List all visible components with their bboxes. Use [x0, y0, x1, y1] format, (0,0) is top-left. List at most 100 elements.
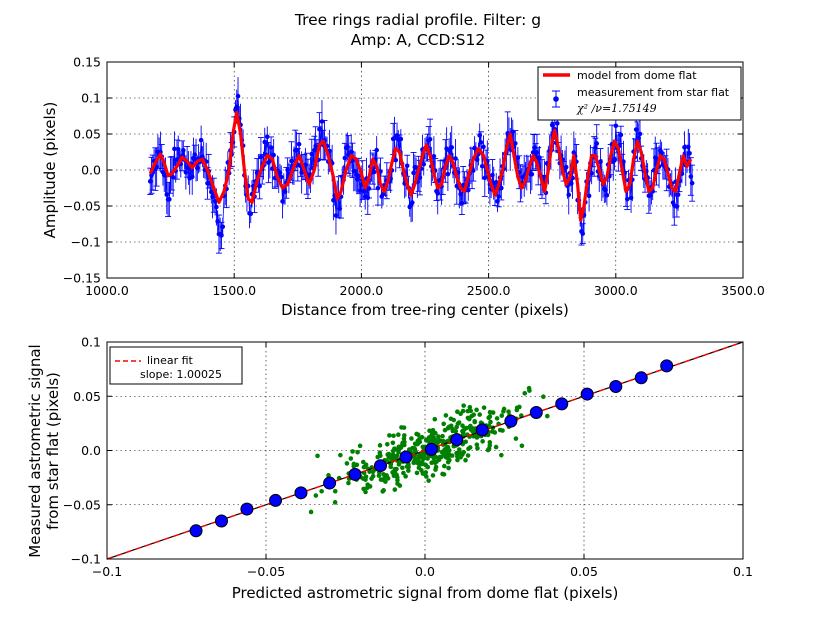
binned-series — [189, 359, 674, 538]
top-x-axis-label: Distance from tree-ring center (pixels) — [281, 301, 569, 319]
scatter-point — [481, 405, 487, 410]
legend-measurement-marker — [553, 96, 559, 102]
bottom-plot-ticks: −0.1 −0.05 0.0 0.05 0.1 −0.1 −0.05 0.0 0.05 0.1 — [63, 335, 753, 580]
scatter-point — [360, 476, 366, 481]
scatter-point — [545, 413, 550, 419]
scatter-point — [400, 442, 405, 447]
scatter-point — [460, 408, 466, 414]
binned-point — [450, 433, 464, 447]
binned-point — [294, 486, 308, 500]
scatter-point — [440, 471, 445, 477]
legend-chi2-label: χ² /ν=1.75149 — [576, 102, 657, 115]
bottom-legend-box — [109, 346, 243, 385]
scatter-point — [412, 441, 418, 447]
scatter-point — [430, 430, 435, 435]
scatter-point — [395, 481, 400, 486]
y-tick-label: 0.1 — [81, 335, 101, 350]
scatter-point — [386, 451, 392, 457]
scatter-point — [370, 473, 376, 479]
scatter-point — [360, 459, 366, 465]
scatter-point — [467, 424, 473, 430]
scatter-point — [480, 439, 485, 444]
scatter-point — [448, 416, 454, 422]
scatter-point — [409, 436, 414, 441]
scatter-point — [412, 446, 418, 452]
bottom-x-axis-label: Predicted astrometric signal from dome f… — [232, 584, 619, 602]
binned-point — [504, 414, 518, 428]
measurement-point — [262, 139, 268, 145]
scatter-point — [384, 441, 390, 447]
scatter-point — [455, 409, 460, 415]
scatter-point — [486, 415, 492, 421]
scatter-point — [467, 404, 473, 410]
binned-point — [529, 406, 543, 420]
bottom-plot-data — [106, 341, 744, 560]
x-tick-label: 0.0 — [415, 564, 435, 579]
scatter-point — [499, 452, 504, 458]
binned-point — [348, 467, 362, 481]
scatter-point — [326, 473, 331, 478]
legend-model-label: model from dome flat — [577, 69, 697, 82]
scatter-point — [406, 464, 411, 470]
y-tick-label: −0.1 — [71, 235, 101, 250]
scatter-point — [332, 488, 338, 494]
scatter-point — [380, 489, 386, 494]
scatter-point — [514, 405, 520, 411]
binned-point — [634, 371, 648, 385]
scatter-point — [394, 453, 400, 459]
scatter-point — [487, 409, 493, 415]
scatter-point — [460, 430, 466, 436]
scatter-point — [414, 460, 419, 465]
scatter-point — [401, 470, 406, 476]
x-tick-label: 3000.0 — [594, 283, 638, 298]
scatter-point — [387, 433, 392, 438]
scatter-point — [406, 468, 411, 473]
scatter-point — [441, 438, 446, 444]
scatter-point — [420, 444, 426, 450]
scatter-point — [448, 423, 454, 429]
top-plot-ticks: 1000.0 1500.0 2000.0 2500.0 3000.0 3500.0 −0.1… — [63, 55, 765, 299]
measurement-point — [613, 123, 619, 129]
scatter-point — [447, 457, 452, 463]
scatter-point — [442, 427, 448, 433]
scatter-point — [355, 449, 360, 455]
scatter-point — [383, 479, 388, 484]
scatter-point — [465, 453, 471, 458]
scatter-point — [313, 493, 319, 498]
scatter-point — [332, 500, 338, 505]
scatter-point — [338, 452, 343, 458]
scatter-point — [363, 489, 368, 495]
scatter-point — [455, 453, 461, 459]
scatter-point — [308, 509, 314, 515]
scatter-point — [424, 438, 430, 443]
radial-profile-plot: Tree rings radial profile. Filter: g Amp… — [41, 11, 765, 319]
scatter-point — [453, 428, 459, 434]
binned-point — [399, 450, 413, 464]
scatter-point — [361, 464, 367, 470]
scatter-point — [388, 464, 394, 470]
binned-point — [323, 476, 337, 490]
scatter-point — [431, 459, 436, 465]
scatter-point — [396, 432, 401, 438]
scatter-point — [442, 463, 447, 469]
bottom-legend: linear fit slope: 1.00025 — [109, 346, 243, 385]
top-legend: model from dome flat measurement from st… — [537, 66, 742, 121]
binned-point — [555, 397, 569, 411]
binned-point — [424, 442, 438, 456]
scatter-series — [308, 385, 550, 515]
scatter-point — [414, 431, 419, 437]
scatter-point — [439, 454, 444, 460]
scatter-point — [463, 457, 468, 463]
binned-point — [240, 502, 254, 516]
scatter-point — [474, 442, 480, 448]
scatter-point — [500, 428, 505, 433]
y-tick-label: 0.0 — [81, 443, 101, 458]
scatter-point — [436, 434, 441, 439]
scatter-point — [499, 413, 505, 418]
y-tick-label: −0.05 — [63, 497, 101, 512]
scatter-point — [466, 446, 471, 451]
scatter-point — [441, 421, 446, 427]
bottom-y-axis-label-line1: Measured astrometric signal — [26, 344, 44, 557]
x-tick-label: 0.1 — [733, 564, 753, 579]
scatter-point — [522, 390, 528, 396]
